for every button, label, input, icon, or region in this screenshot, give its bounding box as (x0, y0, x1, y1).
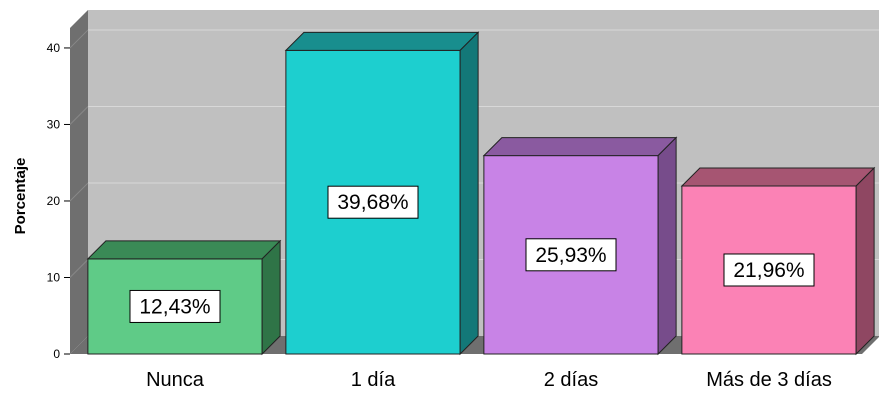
bar-top (284, 31, 480, 51)
bar-side (657, 136, 677, 356)
x-tick-label: Nunca (146, 369, 205, 391)
data-label: 21,96% (733, 259, 804, 282)
bar-side (261, 239, 281, 356)
data-label-box (723, 253, 815, 287)
data-label: 12,43% (139, 295, 210, 318)
y-axis-ticks: 0 10 20 30 40 (47, 41, 70, 361)
bar-top (482, 137, 678, 157)
bar: 25,93% (482, 136, 678, 356)
y-axis-title: Porcentaje (12, 158, 29, 235)
data-label-box (327, 185, 419, 219)
bar: 39,68% (284, 31, 480, 356)
y-tick-label: 10 (47, 270, 61, 284)
data-label-box (525, 238, 617, 272)
bar-side (459, 31, 479, 356)
y-tick-label: 30 (47, 117, 61, 131)
bar-top (680, 167, 876, 187)
gridline-side (69, 29, 89, 49)
gridline-side (69, 259, 89, 278)
bar-top (86, 240, 282, 260)
side-wall (70, 10, 88, 354)
bar: 21,96% (680, 166, 876, 356)
x-tick-label: Más de 3 días (706, 369, 832, 391)
bar: 12,43% (86, 239, 282, 356)
y-tick-label: 0 (53, 347, 60, 361)
y-tick-label: 40 (47, 41, 61, 55)
gridline-side (69, 182, 89, 202)
y-tick-label: 20 (47, 194, 61, 208)
bars: 12,43% 39,68% 25,93% 21,96% (86, 31, 876, 356)
data-label: 39,68% (337, 191, 408, 214)
x-tick-label: 1 día (351, 369, 396, 391)
bar-side (855, 166, 875, 356)
data-label: 25,93% (535, 244, 606, 267)
x-tick-label: 2 días (544, 369, 598, 391)
gridline-side (69, 106, 89, 125)
x-axis-labels: Nunca 1 día 2 días Más de 3 días (146, 369, 832, 391)
data-label-box (129, 289, 221, 323)
